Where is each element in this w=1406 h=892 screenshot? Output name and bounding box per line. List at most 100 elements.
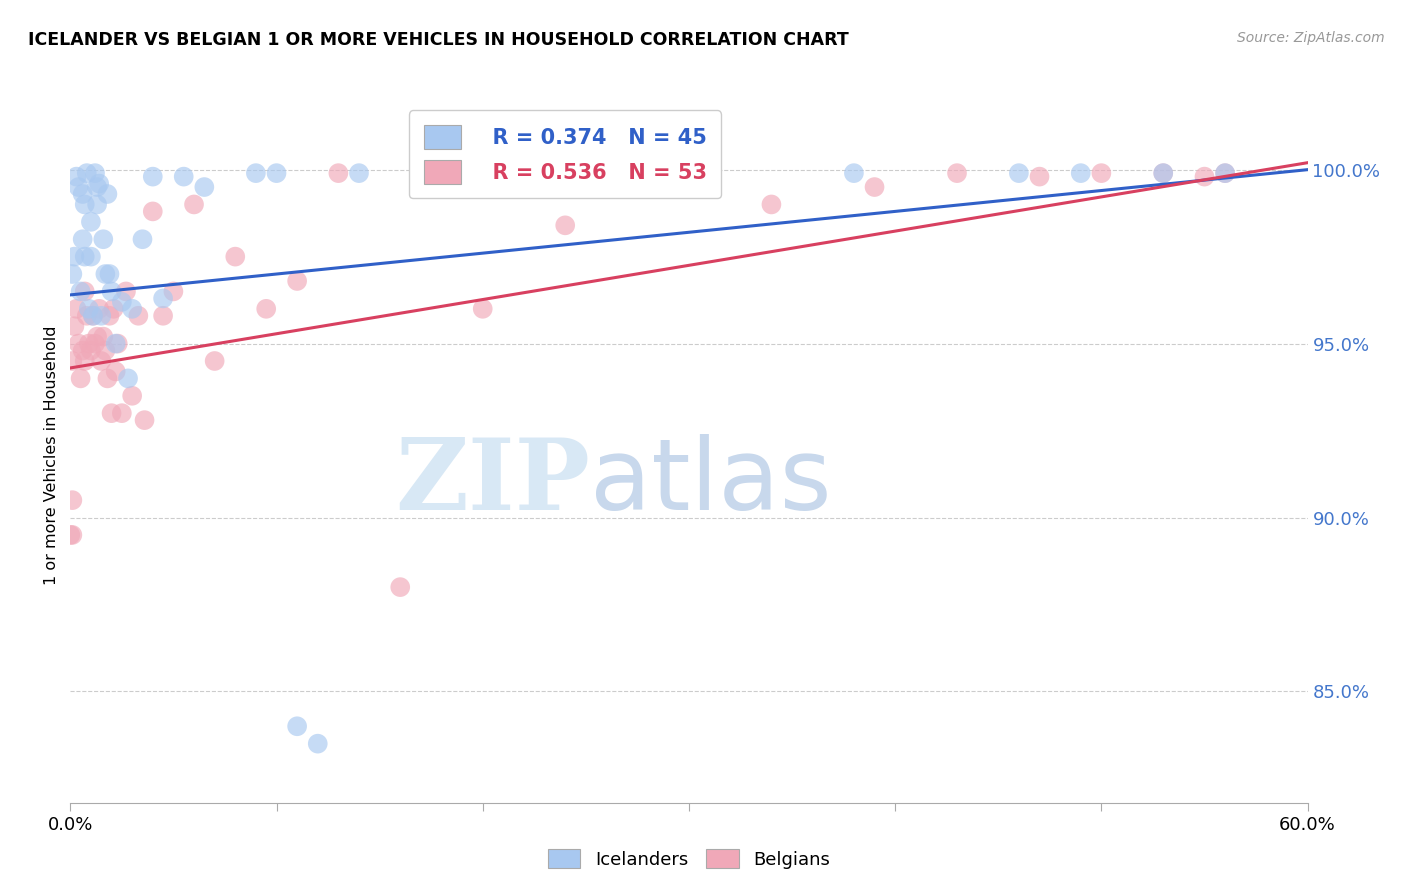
Point [82,309,104,323]
Legend: Icelanders, Belgians: Icelanders, Belgians [541,842,837,876]
Point [91,329,114,343]
Point [67,336,90,351]
Point [100,406,122,420]
Point [285,274,308,288]
Point [98,309,121,323]
Point [77,301,100,316]
Point [72,232,94,246]
Point [73,250,96,264]
Point [67,180,90,194]
Point [91,232,114,246]
Point [328,166,350,180]
Point [575,166,598,180]
Point [84,336,107,351]
Point [86,180,108,194]
Point [946,166,969,180]
Point [96,371,118,385]
Point [117,371,139,385]
Point [90,309,112,323]
Point [60,354,83,368]
Point [266,166,288,180]
Point [254,301,277,316]
Point [104,336,127,351]
Point [94,343,117,358]
Legend:   R = 0.374   N = 45,   R = 0.536   N = 53: R = 0.374 N = 45, R = 0.536 N = 53 [409,111,721,198]
Point [103,301,125,316]
Point [554,219,576,233]
Point [63,250,86,264]
Y-axis label: 1 or more Vehicles in Household: 1 or more Vehicles in Household [44,326,59,584]
Point [94,267,117,281]
Point [96,186,118,201]
Point [60,528,83,542]
Point [152,291,174,305]
Point [224,250,246,264]
Point [1213,166,1236,180]
Point [127,309,149,323]
Point [72,186,94,201]
Point [121,389,143,403]
Point [111,406,134,420]
Point [471,166,494,180]
Point [89,177,111,191]
Point [142,169,165,184]
Point [107,336,129,351]
Point [1008,166,1031,180]
Point [1152,166,1174,180]
Point [86,329,108,343]
Point [69,371,91,385]
Point [1070,166,1092,180]
Point [84,166,107,180]
Point [63,319,86,334]
Point [1090,166,1112,180]
Point [863,180,886,194]
Point [657,166,679,180]
Point [100,285,122,299]
Point [131,232,153,246]
Point [104,364,127,378]
Point [245,166,267,180]
Text: ZIP: ZIP [395,434,591,532]
Point [98,267,121,281]
Point [183,197,205,211]
Point [60,493,83,508]
Point [86,197,108,211]
Point [1194,169,1216,184]
Point [59,528,82,542]
Point [111,294,134,309]
Point [80,343,103,358]
Point [761,197,783,211]
Point [193,180,215,194]
Point [1213,166,1236,180]
Point [89,301,111,316]
Point [134,413,156,427]
Point [73,197,96,211]
Point [389,580,412,594]
Point [82,309,104,323]
Point [152,309,174,323]
Point [90,354,112,368]
Point [115,285,138,299]
Point [842,166,865,180]
Text: atlas: atlas [591,434,831,532]
Point [121,301,143,316]
Point [65,301,87,316]
Point [1028,169,1050,184]
Point [162,285,184,299]
Point [307,737,329,751]
Text: Source: ZipAtlas.com: Source: ZipAtlas.com [1237,31,1385,45]
Point [76,309,98,323]
Point [80,215,103,229]
Point [285,719,308,733]
Point [76,166,98,180]
Point [204,354,226,368]
Point [72,343,94,358]
Point [65,169,87,184]
Point [73,285,96,299]
Point [60,267,83,281]
Point [73,354,96,368]
Point [173,169,195,184]
Point [347,166,370,180]
Point [142,204,165,219]
Point [80,250,103,264]
